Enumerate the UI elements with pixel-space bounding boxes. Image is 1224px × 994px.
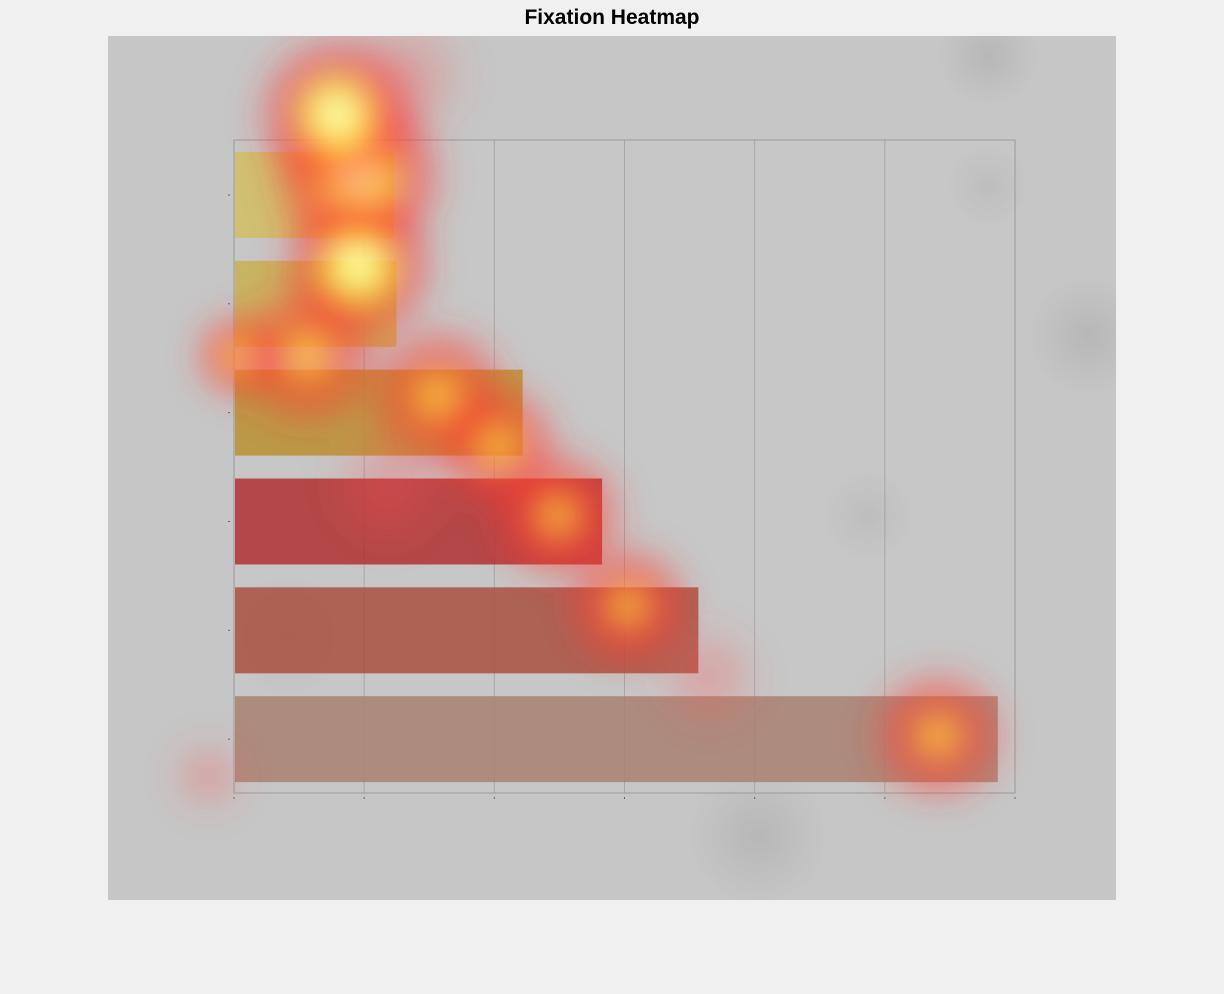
shade-blob-4 bbox=[823, 471, 913, 561]
shade-blob-1 bbox=[948, 146, 1028, 226]
shade-blob-3 bbox=[688, 766, 828, 900]
shade-blob-0 bbox=[938, 36, 1038, 106]
heat-blob-7 bbox=[648, 616, 768, 736]
heat-blob-8 bbox=[863, 661, 1013, 811]
heat-blob-10 bbox=[338, 36, 478, 146]
heat-blob-11 bbox=[188, 306, 288, 406]
chart-title: Fixation Heatmap bbox=[524, 6, 700, 29]
heat-blob-13 bbox=[163, 731, 253, 821]
heatmap-figure bbox=[108, 36, 1116, 900]
fixation-heat-layer bbox=[163, 36, 1013, 821]
heat-blob-12 bbox=[318, 416, 458, 556]
shade-blob-5 bbox=[1028, 276, 1116, 396]
chart-svg bbox=[163, 36, 1116, 900]
